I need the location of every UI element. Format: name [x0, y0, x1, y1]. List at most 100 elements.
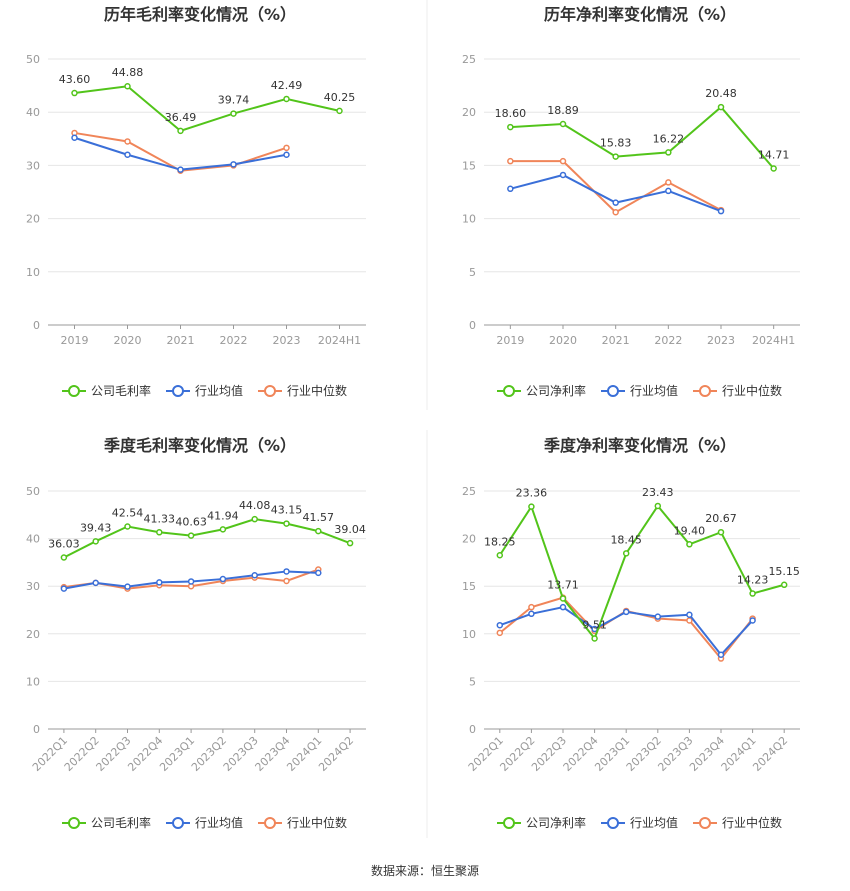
- data-point[interactable]: [156, 529, 163, 536]
- data-point[interactable]: [528, 603, 535, 611]
- data-point[interactable]: [686, 617, 693, 624]
- data-point[interactable]: [60, 585, 68, 592]
- y-tick-label: 50: [26, 53, 40, 66]
- data-point[interactable]: [780, 581, 788, 589]
- legend-marker-icon: [503, 817, 515, 829]
- data-point[interactable]: [315, 569, 322, 577]
- data-point[interactable]: [219, 575, 227, 583]
- data-point[interactable]: [283, 577, 290, 585]
- data-point[interactable]: [559, 603, 567, 611]
- legend-item-company[interactable]: 公司净利率: [497, 815, 586, 830]
- data-point[interactable]: [177, 166, 184, 173]
- data-point[interactable]: [283, 520, 290, 527]
- chart-title: 季度毛利率变化情况（%）: [103, 436, 296, 455]
- data-point[interactable]: [654, 502, 662, 510]
- data-label: 39.04: [334, 523, 366, 536]
- data-point[interactable]: [177, 127, 184, 135]
- data-point[interactable]: [612, 199, 619, 206]
- data-point[interactable]: [665, 187, 672, 195]
- data-point[interactable]: [749, 590, 756, 597]
- data-point[interactable]: [283, 144, 290, 152]
- data-point[interactable]: [507, 185, 514, 193]
- data-point[interactable]: [528, 503, 535, 510]
- data-point[interactable]: [717, 651, 725, 658]
- legend-item-industry-avg[interactable]: 行业均值: [166, 815, 243, 830]
- data-point[interactable]: [665, 149, 672, 156]
- data-point[interactable]: [124, 583, 131, 590]
- legend-item-industry-median[interactable]: 行业中位数: [693, 383, 782, 398]
- data-point[interactable]: [559, 120, 567, 128]
- data-point[interactable]: [92, 579, 99, 587]
- data-point[interactable]: [496, 629, 504, 637]
- legend-label: 行业均值: [195, 383, 243, 398]
- legend-label: 行业中位数: [287, 383, 347, 398]
- data-point[interactable]: [251, 515, 258, 523]
- data-point[interactable]: [219, 526, 227, 533]
- data-point[interactable]: [346, 539, 354, 547]
- data-point[interactable]: [591, 635, 598, 642]
- data-point[interactable]: [251, 572, 258, 579]
- data-point[interactable]: [528, 610, 535, 618]
- data-point[interactable]: [612, 208, 619, 216]
- legend-item-company[interactable]: 公司净利率: [497, 383, 586, 398]
- data-point[interactable]: [336, 107, 343, 115]
- data-point[interactable]: [283, 95, 290, 103]
- data-point[interactable]: [686, 541, 693, 548]
- legend-item-industry-median[interactable]: 行业中位数: [693, 815, 782, 830]
- data-point[interactable]: [496, 552, 504, 559]
- data-point[interactable]: [749, 617, 756, 624]
- data-point[interactable]: [654, 613, 662, 620]
- data-point[interactable]: [283, 151, 290, 159]
- legend-item-company[interactable]: 公司毛利率: [62, 383, 151, 398]
- data-point[interactable]: [71, 134, 78, 141]
- legend-item-company[interactable]: 公司毛利率: [62, 815, 151, 830]
- data-label: 44.88: [112, 66, 144, 79]
- y-tick-label: 25: [462, 53, 476, 66]
- y-tick-label: 40: [26, 533, 40, 546]
- data-point[interactable]: [315, 527, 322, 535]
- data-point[interactable]: [770, 165, 777, 172]
- y-tick-label: 20: [26, 213, 40, 226]
- data-point[interactable]: [283, 568, 290, 575]
- data-point[interactable]: [230, 110, 237, 117]
- data-point[interactable]: [559, 171, 567, 179]
- data-point[interactable]: [60, 554, 68, 561]
- legend-marker-icon: [264, 385, 276, 397]
- data-point[interactable]: [717, 103, 725, 111]
- data-point[interactable]: [156, 579, 163, 586]
- data-point[interactable]: [622, 550, 630, 557]
- data-label: 20.48: [705, 87, 737, 100]
- data-point[interactable]: [124, 523, 131, 530]
- legend-item-industry-avg[interactable]: 行业均值: [166, 383, 243, 398]
- chart-panel-1: 历年毛利率变化情况（%） 0 10 20 30 40 50 2019 2020 2021 2022 2…: [26, 5, 366, 398]
- legend-label: 行业中位数: [722, 383, 782, 398]
- data-point[interactable]: [496, 621, 504, 629]
- legend-item-industry-avg[interactable]: 行业均值: [601, 383, 678, 398]
- data-point[interactable]: [92, 538, 99, 545]
- series-line-company: [74, 85, 340, 132]
- data-point[interactable]: [230, 161, 237, 168]
- data-point[interactable]: [717, 528, 725, 536]
- data-point[interactable]: [665, 179, 672, 186]
- data-point[interactable]: [686, 611, 693, 619]
- data-point[interactable]: [717, 207, 725, 215]
- data-point[interactable]: [124, 151, 131, 159]
- data-point[interactable]: [622, 608, 630, 616]
- data-point[interactable]: [559, 595, 567, 602]
- data-point[interactable]: [507, 123, 514, 131]
- data-point[interactable]: [71, 89, 78, 97]
- legend-item-industry-median[interactable]: 行业中位数: [258, 815, 347, 830]
- legend-item-industry-median[interactable]: 行业中位数: [258, 383, 347, 398]
- data-point[interactable]: [559, 157, 567, 165]
- data-point[interactable]: [612, 153, 619, 160]
- data-point[interactable]: [124, 138, 131, 145]
- legend-label: 行业均值: [630, 815, 678, 830]
- data-point[interactable]: [187, 578, 195, 585]
- y-tick-label: 20: [462, 106, 476, 119]
- legend-item-industry-avg[interactable]: 行业均值: [601, 815, 678, 830]
- y-tick-label: 25: [462, 485, 476, 498]
- chart-panel-3: 季度毛利率变化情况（%）010203040502022Q12022Q22022Q…: [26, 436, 366, 830]
- data-point[interactable]: [187, 532, 195, 539]
- data-point[interactable]: [124, 82, 131, 90]
- data-point[interactable]: [507, 157, 514, 165]
